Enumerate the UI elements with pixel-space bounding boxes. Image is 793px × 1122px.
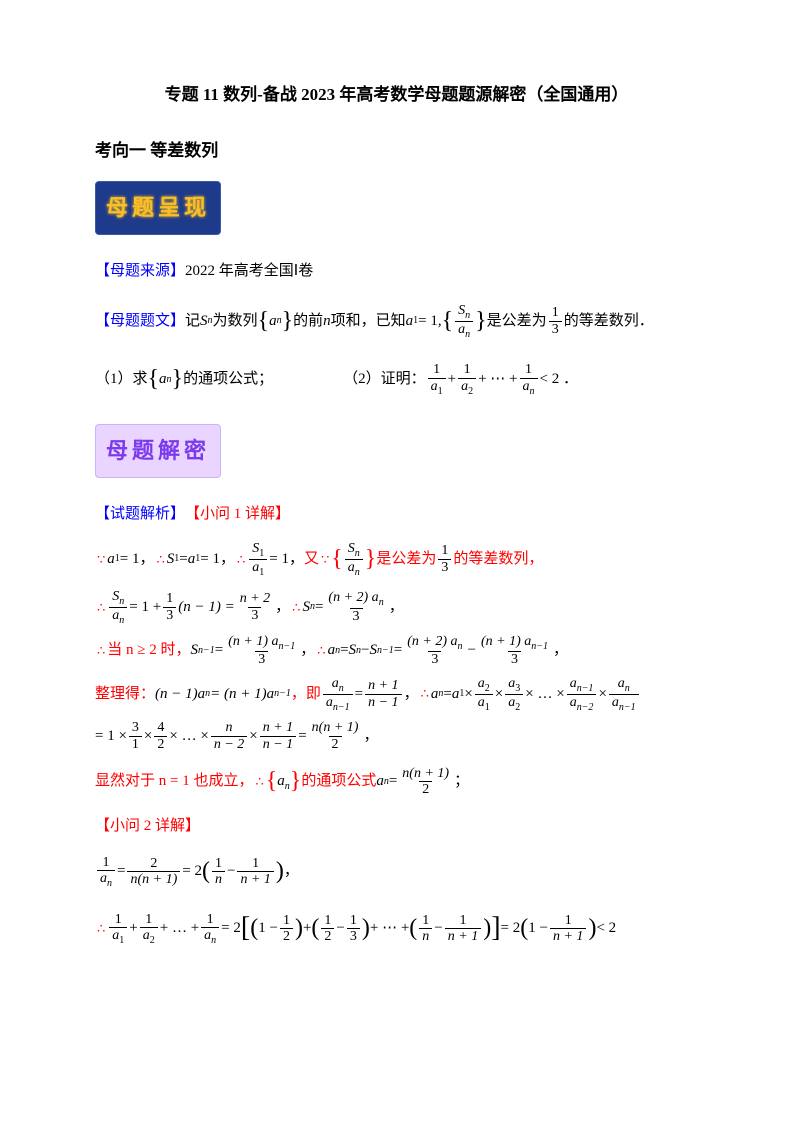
sol-line-4: 整理得： (n − 1)an = (n + 1)an−1 ，即 anan−1 =…	[95, 676, 698, 713]
sol-line-3: ∴ 当 n ≥ 2 时， Sn−1 = (n + 1) an−13 ， ∴ an…	[95, 634, 698, 668]
text: 为数列	[213, 308, 258, 335]
q2-header: 【小问 2 详解】	[95, 813, 698, 840]
problem-stem: 【母题题文】 记 Sn 为数列 an 的前 n 项和，已知 a1 = 1, Sn…	[95, 300, 698, 343]
document-title: 专题 11 数列-备战 2023 年高考数学母题题源解密（全国通用）	[95, 80, 698, 111]
sol-line-1: ∵ a1 = 1， ∴ S1 = a1 = 1， ∴ S1a1 = 1， 又 ∵…	[95, 538, 698, 581]
sol-line-5: = 1 × 31 × 42 × … × nn − 2 × n + 1n − 1 …	[95, 720, 698, 752]
var-n: n	[323, 308, 331, 335]
because: ∵	[97, 548, 105, 571]
therefore: ∴	[157, 548, 165, 571]
sol-line-6: 显然对于 n = 1 也成立， ∴ an 的通项公式 an = n(n + 1)…	[95, 760, 698, 803]
q2-detail-tag: 【小问 2 详解】	[95, 813, 200, 840]
badge-parent-problem: 母题呈现	[95, 181, 221, 235]
text: 是公差为	[487, 308, 547, 335]
problem-tag: 【母题题文】	[95, 308, 185, 335]
q1-label: （1）求	[95, 366, 148, 393]
math: Sn	[200, 308, 213, 335]
text: 项和，已知	[331, 308, 406, 335]
math: a1	[406, 308, 419, 335]
questions-line: （1）求 an 的通项公式； （2）证明： 1a1 + 1a2 + ⋯ + 1a…	[95, 358, 698, 401]
text: 的等差数列．	[564, 308, 654, 335]
q1-detail-tag: 【小问 1 详解】	[185, 501, 290, 528]
sol-q2-line-1: 1an = 2n(n + 1) = 2 1n − 1n + 1 ，	[95, 850, 698, 893]
source-text: 2022 年高考全国Ⅰ卷	[185, 258, 313, 285]
text: = 1,	[418, 308, 441, 335]
section-header: 考向一 等差数列	[95, 136, 698, 167]
sol-line-2: ∴ Snan = 1 + 13 (n − 1) = n + 23 ， ∴ Sn …	[95, 589, 698, 626]
source-tag: 【母题来源】	[95, 258, 185, 285]
math-seq: an	[258, 300, 294, 343]
q2-end: < 2 ．	[540, 366, 578, 393]
frac: 1an	[520, 362, 538, 396]
badge-solution: 母题解密	[95, 424, 221, 478]
q2-label: （2）证明：	[343, 366, 426, 393]
frac: 1a2	[458, 362, 476, 396]
text: 的前	[293, 308, 323, 335]
analysis-header: 【试题解析】 【小问 1 详解】	[95, 501, 698, 528]
frac: 1a1	[428, 362, 446, 396]
frac-one-third: 13	[549, 305, 562, 337]
math-frac-seq: Snan	[442, 300, 487, 343]
sol-q2-line-2: ∴ 1a1 + 1a2 + … + 1an = 2 1 − 12 + 12 − …	[95, 903, 698, 953]
source-line: 【母题来源】 2022 年高考全国Ⅰ卷	[95, 258, 698, 285]
text: 记	[185, 308, 200, 335]
math-seq: an	[148, 358, 184, 401]
q1-text: 的通项公式；	[183, 366, 273, 393]
analysis-tag: 【试题解析】	[95, 501, 185, 528]
